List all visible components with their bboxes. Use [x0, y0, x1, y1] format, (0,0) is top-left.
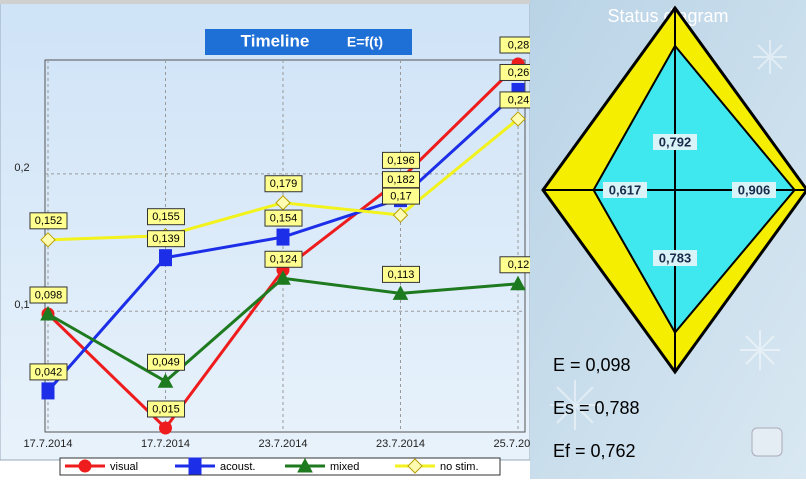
marker [275, 270, 291, 285]
legend-label: mixed [330, 461, 359, 473]
status-label: 0,617 [609, 182, 642, 197]
data-label: 0,17 [390, 191, 411, 203]
data-label: 0,26 [508, 67, 529, 79]
data-label: 0,049 [152, 357, 180, 369]
marker [510, 275, 526, 291]
data-label: 0,179 [270, 178, 298, 190]
data-label: 0,182 [387, 174, 415, 186]
status-label: 0,792 [659, 134, 692, 149]
readout: E = 0,098 [553, 355, 631, 375]
x-tick-label: 17.7.2014 [24, 438, 73, 450]
data-label-box [382, 187, 420, 205]
x-tick-label: 17.7.2014 [141, 438, 190, 450]
marker [392, 207, 409, 223]
status-label-box [603, 182, 647, 198]
readout: Es = 0,788 [553, 398, 640, 418]
x-tick-label: 25.7.2014 [494, 438, 543, 450]
marker [510, 111, 526, 127]
status-label-box [653, 250, 697, 266]
marker [157, 373, 174, 388]
legend-marker [297, 457, 313, 473]
data-label: 0,154 [270, 212, 298, 224]
data-label-box [29, 286, 68, 304]
legend-marker [78, 459, 92, 473]
marker [40, 232, 56, 248]
data-label-box [147, 400, 185, 418]
data-label: 0,152 [35, 215, 63, 227]
title-box [205, 29, 412, 55]
data-label-box [264, 209, 303, 227]
marker [392, 285, 409, 300]
legend-label: no stim. [440, 461, 479, 473]
data-label: 0,098 [35, 289, 63, 301]
data-label: 0,196 [387, 155, 415, 167]
legend-label: acoust. [220, 461, 255, 473]
data-label: 0,12 [508, 259, 529, 271]
data-label-box [29, 212, 68, 230]
data-label-box [264, 250, 303, 268]
data-label-box [499, 91, 530, 109]
data-label-box [382, 151, 420, 169]
legend-marker [188, 457, 202, 475]
data-label-box [499, 36, 530, 54]
marker [41, 382, 55, 400]
marker [159, 249, 172, 267]
data-label-box [147, 230, 185, 248]
legend-label: visual [110, 461, 138, 473]
data-label: 0,124 [270, 254, 298, 266]
data-label-box [29, 363, 68, 381]
legend-box [59, 457, 501, 476]
marker [276, 228, 290, 246]
status-label-box [732, 182, 776, 198]
x-tick-label: 23.7.2014 [259, 438, 308, 450]
data-label: 0,113 [388, 269, 415, 281]
data-label-box [382, 265, 420, 283]
copy-button[interactable] [751, 427, 783, 457]
data-label: 0,015 [152, 403, 180, 415]
marker [40, 305, 56, 321]
data-label-box [147, 353, 185, 371]
readout: Ef = 0,762 [553, 441, 636, 461]
data-label: 0,28 [508, 39, 529, 51]
y-tick-label: 0,2 [14, 162, 29, 174]
top-bar [0, 0, 530, 4]
y-tick-label: 0,1 [14, 299, 29, 311]
chart-panel: Timeline E=f(t) 17.7.2014 17.7.2014 23.7.2… [0, 0, 543, 476]
x-tick-label: 23.7.2014 [376, 438, 425, 450]
chart-panel-bg [0, 0, 530, 461]
data-label: 0,24 [508, 94, 529, 106]
chart-title: Timeline [241, 31, 310, 50]
status-label: 0,783 [659, 250, 692, 265]
marker [159, 421, 172, 435]
status-label: 0,906 [738, 182, 771, 197]
status-label-box [653, 134, 697, 150]
data-label: 0,155 [152, 211, 180, 223]
legend-marker [407, 458, 423, 474]
chart-subtitle: E=f(t) [347, 34, 383, 50]
data-label: 0,139 [152, 233, 180, 245]
data-label-box [499, 63, 530, 81]
snowflake-decor [550, 40, 787, 430]
data-label: 0,042 [35, 366, 63, 378]
plot-frame [44, 59, 526, 433]
data-label-box [264, 175, 303, 193]
data-label-box [147, 208, 185, 226]
data-label-box [499, 256, 530, 274]
